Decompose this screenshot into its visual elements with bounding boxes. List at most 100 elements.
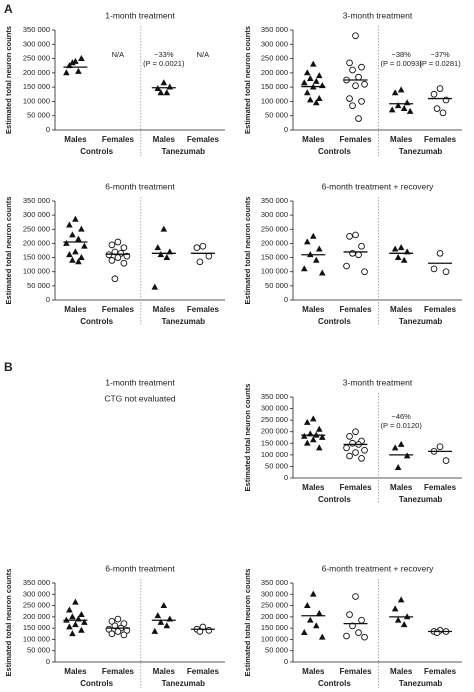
triangle-point — [151, 283, 159, 290]
y-tick-label: 50 000 — [265, 646, 288, 655]
y-tick-label: 50 000 — [265, 111, 288, 120]
circle-point — [205, 252, 213, 260]
y-tick-label: 100 000 — [261, 267, 288, 276]
y-tick-label: 300 000 — [261, 210, 288, 219]
triangle-point — [303, 601, 311, 608]
x-tick-label: Females — [424, 305, 457, 314]
triangle-point — [397, 244, 405, 251]
circle-point — [433, 629, 441, 637]
triangle-point — [72, 248, 79, 255]
triangle-point — [391, 444, 399, 451]
y-tick-label: 100 000 — [23, 267, 50, 276]
circle-point — [346, 233, 353, 240]
y-tick-label: 200 000 — [23, 612, 50, 621]
triangle-point — [66, 251, 73, 258]
group-label: Controls — [318, 317, 351, 326]
triangle-point — [163, 622, 171, 629]
triangle-point — [312, 99, 320, 106]
annotation: (P = 0.0093) — [380, 59, 422, 68]
group-label: Controls — [80, 679, 113, 688]
triangle-point — [306, 616, 314, 623]
x-tick-label: Females — [340, 305, 373, 314]
annotation: −46% — [391, 412, 411, 421]
triangle-point — [72, 215, 79, 222]
circle-point — [120, 259, 128, 267]
y-tick-label: 100 000 — [23, 96, 50, 105]
triangle-point — [157, 89, 165, 96]
y-tick-label: 150 000 — [23, 82, 50, 91]
circle-point — [442, 268, 450, 276]
chart-title: 1-month treatment — [105, 377, 175, 387]
note: CTG not evaluated — [104, 393, 176, 403]
y-tick-label: 50 000 — [265, 281, 288, 290]
group-label: Controls — [80, 317, 113, 326]
triangle-point — [160, 225, 168, 232]
y-tick-label: 100 000 — [261, 96, 288, 105]
triangle-point — [78, 225, 85, 232]
circle-point — [343, 262, 350, 270]
triangle-point — [166, 83, 174, 90]
triangle-point — [400, 256, 408, 263]
triangle-point — [315, 94, 323, 101]
triangle-point — [69, 613, 76, 620]
annotation: −33% — [154, 50, 174, 59]
group-label: Controls — [80, 147, 113, 156]
circle-point — [430, 265, 438, 273]
chart-title: 6-month treatment + recovery — [322, 181, 434, 191]
y-tick-label: 50 000 — [27, 111, 50, 120]
y-tick-label: 200 000 — [261, 427, 288, 436]
x-tick-label: Males — [390, 135, 413, 144]
triangle-point — [69, 59, 76, 66]
y-tick-label: 0 — [284, 657, 288, 666]
circle-point — [346, 95, 353, 102]
x-tick-label: Males — [64, 305, 87, 314]
chart-title: 6-month treatment — [105, 181, 175, 191]
x-tick-label: Females — [424, 483, 457, 492]
y-axis-label: Estimated total neuron counts — [4, 569, 13, 677]
triangle-point — [69, 630, 76, 637]
y-tick-label: 150 000 — [261, 623, 288, 632]
circle-point — [349, 102, 356, 110]
triangle-point — [388, 106, 396, 113]
group-label: Tanezumab — [399, 679, 443, 688]
triangle-point — [315, 609, 323, 616]
circle-point — [108, 618, 116, 625]
circle-point — [358, 63, 365, 71]
triangle-point — [157, 618, 165, 625]
triangle-point — [78, 611, 85, 617]
x-tick-label: Females — [340, 667, 373, 676]
y-tick-label: 300 000 — [261, 404, 288, 413]
circle-point — [114, 615, 122, 623]
circle-point — [352, 231, 359, 239]
annotation: (P = 0.0120) — [380, 421, 422, 430]
triangle-point — [78, 253, 85, 260]
circle-point — [108, 630, 116, 638]
triangle-point — [163, 89, 171, 96]
circle-point — [120, 620, 128, 627]
y-axis-label: Estimated total neuron counts — [243, 197, 252, 305]
triangle-point — [318, 433, 326, 440]
x-tick-label: Males — [153, 667, 176, 676]
y-axis-label: Estimated total neuron counts — [243, 569, 252, 677]
x-tick-label: Females — [340, 483, 373, 492]
y-tick-label: 350 000 — [23, 196, 50, 205]
triangle-point — [160, 601, 168, 608]
y-tick-label: 350 000 — [261, 196, 288, 205]
circle-point — [196, 258, 204, 266]
x-tick-label: Females — [102, 305, 135, 314]
triangle-point — [391, 605, 399, 612]
y-tick-label: 200 000 — [23, 238, 50, 247]
triangle-point — [303, 69, 311, 76]
circle-point — [436, 443, 444, 451]
x-tick-label: Males — [302, 135, 325, 144]
x-tick-label: Males — [153, 135, 176, 144]
x-tick-label: Males — [390, 305, 413, 314]
group-label: Tanezumab — [399, 317, 443, 326]
triangle-point — [312, 77, 320, 84]
y-tick-label: 100 000 — [23, 634, 50, 643]
y-tick-label: 250 000 — [23, 601, 50, 610]
chart-title: 6-month treatment — [105, 563, 175, 573]
y-tick-label: 200 000 — [261, 612, 288, 621]
triangle-point — [81, 618, 88, 625]
